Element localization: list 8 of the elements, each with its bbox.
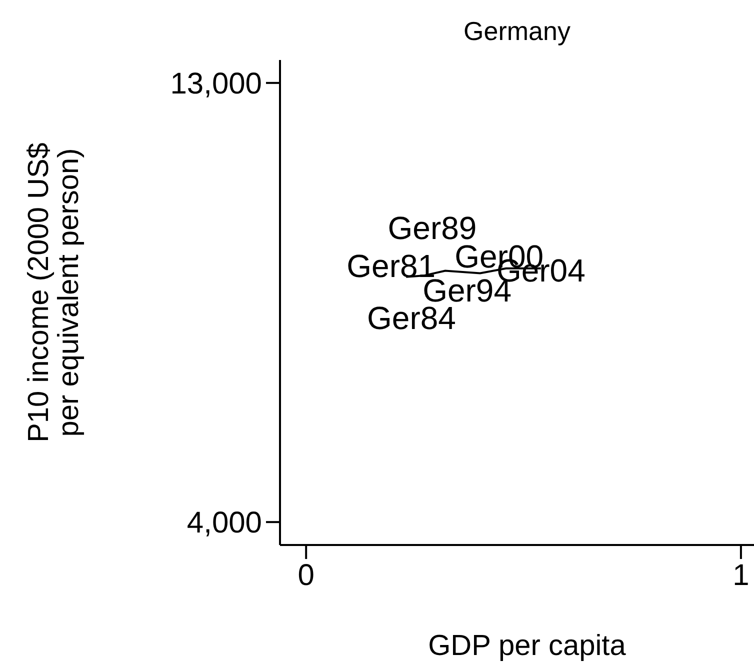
x-axis-title: GDP per capita <box>428 630 627 662</box>
y-axis-title: P10 income (2000 US$ per equivalent person) <box>23 142 85 442</box>
annotation: Ger89 <box>388 210 477 246</box>
chart-title: Germany <box>464 16 570 46</box>
y-tick-label: 13,000 <box>170 67 262 100</box>
y-tick-label: 4,000 <box>186 506 262 540</box>
x-tick-label: 0 <box>298 559 314 592</box>
x-tick-label: 1 <box>732 559 750 592</box>
